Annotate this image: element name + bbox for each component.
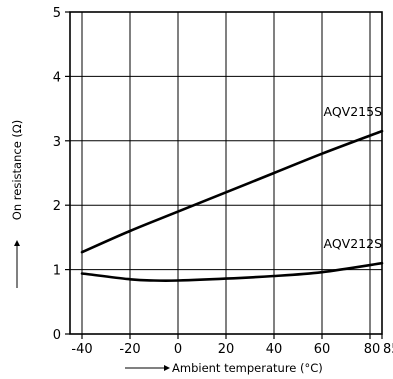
series-label-aqv215s: AQV215S [323, 104, 382, 119]
x-axis-title-group: Ambient temperature (°C) [125, 361, 323, 375]
y-axis-title-group: On resistance (Ω) [10, 120, 24, 288]
ticks: -40 -20 0 20 40 60 8085 0 1 2 3 4 5 [53, 6, 393, 357]
labels: AQV215S AQV212S [323, 104, 382, 251]
x-axis-title: Ambient temperature (°C) [172, 361, 323, 375]
x-tick-label: 85 [383, 342, 393, 357]
series-line-aqv212s [80, 261, 384, 283]
x-tick-label: -40 [71, 342, 92, 357]
y-tick-label: 3 [53, 135, 61, 150]
series [80, 129, 384, 283]
x-tick-label: -20 [119, 342, 140, 357]
x-tick-label: 60 [314, 342, 331, 357]
y-tick-label: 5 [53, 6, 61, 21]
series-line-aqv215s [80, 129, 384, 254]
series-label-aqv212s: AQV212S [323, 236, 382, 251]
y-tick-label: 0 [53, 328, 61, 343]
x-axis-title-arrowhead [164, 365, 170, 371]
x-tick-label: 0 [174, 342, 182, 357]
x-tick-label: 20 [218, 342, 235, 357]
y-tick-label: 2 [53, 199, 61, 214]
grid [70, 12, 382, 334]
x-tick-label: 80 [364, 342, 381, 357]
y-axis-title-arrowhead [14, 240, 20, 246]
x-tick-label: 40 [266, 342, 283, 357]
y-tick-label: 1 [53, 264, 61, 279]
y-axis-title: On resistance (Ω) [10, 120, 24, 220]
y-tick-label: 4 [53, 70, 61, 85]
